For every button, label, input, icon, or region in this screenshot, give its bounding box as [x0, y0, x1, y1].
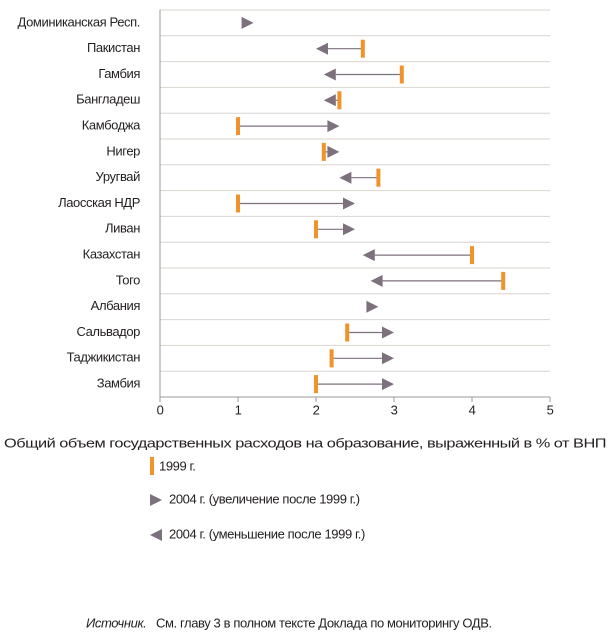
- marker-2004: [316, 42, 328, 55]
- y-tick-label: Пакистан: [87, 40, 140, 55]
- marker-1999: [314, 220, 318, 239]
- marker-2004: [323, 68, 336, 81]
- marker-1999: [314, 375, 318, 394]
- marker-1999: [329, 349, 334, 368]
- y-tick-label: Казахстан: [83, 247, 141, 262]
- marker-1999: [236, 194, 240, 213]
- y-tick-label: Доминиканская Респ.: [18, 14, 140, 29]
- y-tick-label: Лаосская НДР: [58, 195, 140, 210]
- marker-2004: [370, 274, 383, 287]
- legend-label: 1999 г.: [159, 458, 196, 473]
- y-tick-label: Ливан: [105, 221, 140, 236]
- marker-1999: [345, 323, 350, 342]
- y-tick-label: Бангладеш: [76, 92, 140, 107]
- y-tick-label: Уругвай: [96, 169, 141, 184]
- marker-2004: [241, 16, 254, 29]
- x-tick-label: 5: [547, 402, 554, 417]
- y-tick-label: Таджикистан: [67, 350, 141, 365]
- marker-2004: [323, 94, 336, 107]
- x-tick-label: 0: [157, 402, 164, 417]
- marker-1999: [399, 65, 404, 84]
- marker-2004: [382, 352, 394, 365]
- y-tick-label: Албания: [91, 298, 141, 313]
- x-tick-label: 4: [469, 402, 476, 417]
- y-tick-label: Гамбия: [98, 66, 140, 81]
- marker-1999: [501, 271, 506, 290]
- source-label: Источник.: [86, 615, 146, 630]
- y-tick-label: Камбоджа: [82, 118, 141, 133]
- marker-1999: [337, 91, 342, 110]
- marker-1999: [321, 142, 326, 161]
- marker-2004: [343, 197, 355, 210]
- legend-swatch: [150, 457, 154, 475]
- x-tick-label: 3: [391, 402, 398, 417]
- marker-1999: [376, 168, 381, 187]
- legend-label: 2004 г. (увеличение после 1999 г.): [169, 491, 360, 506]
- x-tick-label: 2: [313, 402, 320, 417]
- legend-label: 2004 г. (уменьшение после 1999 г.): [169, 526, 365, 541]
- y-tick-label: Того: [116, 272, 140, 287]
- marker-2004: [327, 120, 340, 133]
- marker-2004: [362, 249, 375, 262]
- marker-2004: [382, 378, 394, 391]
- y-tick-label: Нигер: [106, 143, 140, 158]
- x-tick-label: 1: [235, 402, 242, 417]
- y-tick-label: Замбия: [97, 376, 141, 391]
- marker-2004: [366, 300, 379, 313]
- y-tick-label: Сальвадор: [76, 324, 140, 339]
- marker-2004: [343, 223, 355, 236]
- marker-2004: [327, 145, 340, 158]
- source-text: См. главу 3 в полном тексте Доклада по м…: [156, 615, 492, 630]
- marker-2004: [382, 326, 394, 339]
- marker-2004: [339, 171, 352, 184]
- legend-swatch: [150, 529, 162, 541]
- marker-1999: [470, 246, 474, 265]
- marker-1999: [236, 117, 240, 136]
- x-axis-label: Общий объем государственных расходов на …: [4, 435, 606, 450]
- marker-1999: [360, 39, 365, 58]
- legend-swatch: [150, 494, 162, 506]
